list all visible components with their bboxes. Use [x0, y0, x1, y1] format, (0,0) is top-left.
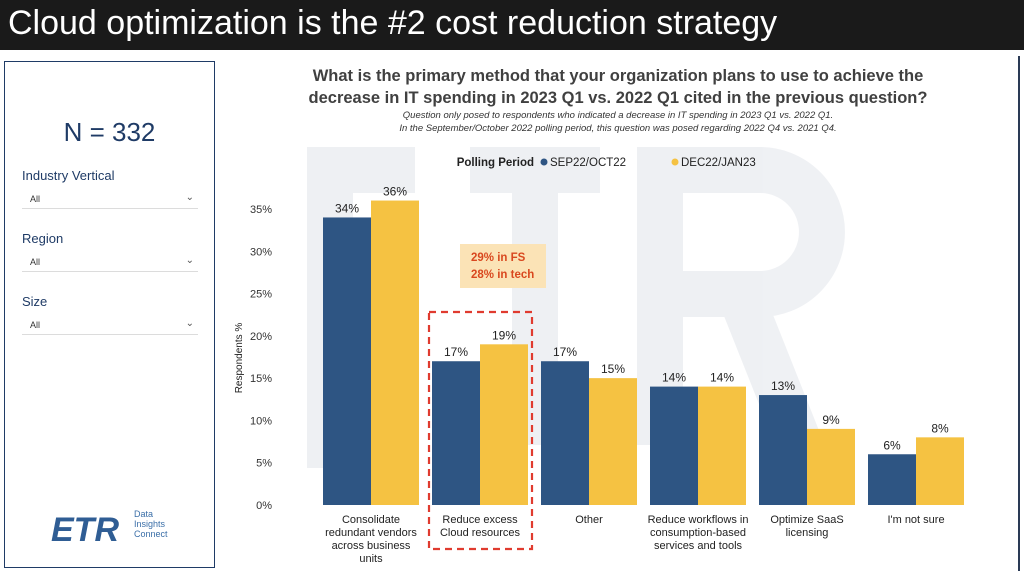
chevron-down-icon: ⌄	[185, 255, 194, 266]
y-axis-title: Respondents %	[234, 323, 245, 394]
bar	[589, 378, 637, 505]
etr-logo: ETR Data Insights Connect	[51, 509, 201, 549]
y-tick-label: 0%	[256, 500, 272, 512]
logo-line-connect: Connect	[134, 529, 168, 539]
x-category-label: Other	[575, 514, 603, 526]
filter-label-industry: Industry Vertical	[22, 168, 115, 183]
logo-text: Data Insights Connect	[134, 509, 168, 539]
bar	[807, 428, 855, 505]
bar-value-label: 19%	[492, 328, 516, 342]
bar-value-label: 14%	[662, 371, 686, 385]
bar-value-label: 15%	[601, 362, 625, 376]
x-category-label: across business	[332, 540, 411, 552]
bar-value-label: 34%	[335, 201, 359, 215]
bar-value-label: 17%	[444, 345, 468, 359]
chart-title-line-2: decrease in IT spending in 2023 Q1 vs. 2…	[309, 89, 928, 107]
x-category-label: Reduce workflows in	[648, 514, 749, 526]
bar	[432, 361, 480, 505]
y-tick-label: 15%	[250, 373, 272, 385]
y-tick-label: 25%	[250, 289, 272, 301]
bar-value-label: 13%	[771, 379, 795, 393]
bar	[541, 361, 589, 505]
etr-logo-mark: ETR	[51, 511, 119, 549]
chart-subtitle-line-2: In the September/October 2022 polling pe…	[399, 123, 836, 134]
bar-value-label: 14%	[710, 371, 734, 385]
x-category-label: Reduce excess	[442, 514, 518, 526]
bar-value-label: 9%	[822, 413, 840, 427]
legend-title: Polling Period	[457, 157, 534, 169]
bar	[323, 217, 371, 505]
x-category-label: redundant vendors	[325, 527, 417, 539]
legend-label-dec-jan: DEC22/JAN23	[681, 157, 756, 169]
industry-select-value: All	[30, 194, 41, 204]
region-select-value: All	[30, 257, 41, 267]
panel-edge	[1018, 56, 1020, 571]
filter-sidebar: N = 332 Industry Vertical All ⌄ Region A…	[4, 61, 215, 568]
bar	[868, 454, 916, 505]
bar	[371, 200, 419, 506]
x-category-label: services and tools	[654, 540, 743, 552]
bar	[916, 437, 964, 505]
bar	[480, 344, 528, 505]
chart-legend: Polling Period SEP22/OCT22 DEC22/JAN23	[457, 157, 756, 169]
y-tick-label: 20%	[250, 331, 272, 343]
size-select-value: All	[30, 320, 41, 330]
highlight-dashed-box	[427, 310, 534, 551]
y-tick-label: 10%	[250, 415, 272, 427]
bar	[759, 395, 807, 505]
chart-title-line-1: What is the primary method that your org…	[313, 67, 924, 85]
x-category-label: consumption-based	[650, 527, 746, 539]
region-select[interactable]: All ⌄	[22, 253, 198, 272]
highlight-callout: 29% in FS 28% in tech	[427, 244, 546, 551]
legend-label-sep-oct: SEP22/OCT22	[550, 157, 626, 169]
y-axis-ticks: 0% 5% 10% 15% 20% 25% 30% 35%	[250, 204, 272, 512]
size-select[interactable]: All ⌄	[22, 316, 198, 335]
legend-swatch-sep-oct	[540, 158, 548, 166]
legend-swatch-dec-jan	[671, 158, 679, 166]
callout-line-2: 28% in tech	[471, 269, 534, 281]
x-category-label: Optimize SaaS	[770, 514, 843, 526]
filter-label-region: Region	[22, 231, 64, 246]
y-tick-label: 5%	[256, 458, 272, 470]
x-category-label: units	[359, 553, 383, 565]
industry-select[interactable]: All ⌄	[22, 190, 198, 209]
chart-subtitle-line-1: Question only posed to respondents who i…	[403, 110, 833, 121]
bar-value-label: 17%	[553, 345, 577, 359]
sample-size: N = 332	[63, 117, 156, 147]
x-category-label: Consolidate	[342, 514, 400, 526]
y-tick-label: 35%	[250, 204, 272, 216]
logo-line-data: Data	[134, 509, 154, 519]
chevron-down-icon: ⌄	[185, 318, 194, 329]
filter-label-size: Size	[22, 294, 48, 309]
bar-value-label: 36%	[383, 185, 407, 199]
svg-text:ETR: ETR	[51, 511, 119, 549]
x-category-label: I'm not sure	[887, 514, 944, 526]
x-category-label: Cloud resources	[440, 527, 521, 539]
slide-title: Cloud optimization is the #2 cost reduct…	[8, 4, 778, 42]
bar-value-label: 6%	[883, 438, 901, 452]
chevron-down-icon: ⌄	[185, 192, 194, 203]
logo-line-insights: Insights	[134, 519, 166, 529]
callout-box	[460, 244, 546, 288]
title-bar: Cloud optimization is the #2 cost reduct…	[0, 0, 1024, 50]
bar-value-label: 8%	[931, 421, 949, 435]
bar	[650, 386, 698, 505]
callout-line-1: 29% in FS	[471, 252, 526, 264]
x-category-label: licensing	[786, 527, 829, 539]
y-tick-label: 30%	[250, 246, 272, 258]
bar	[698, 386, 746, 505]
